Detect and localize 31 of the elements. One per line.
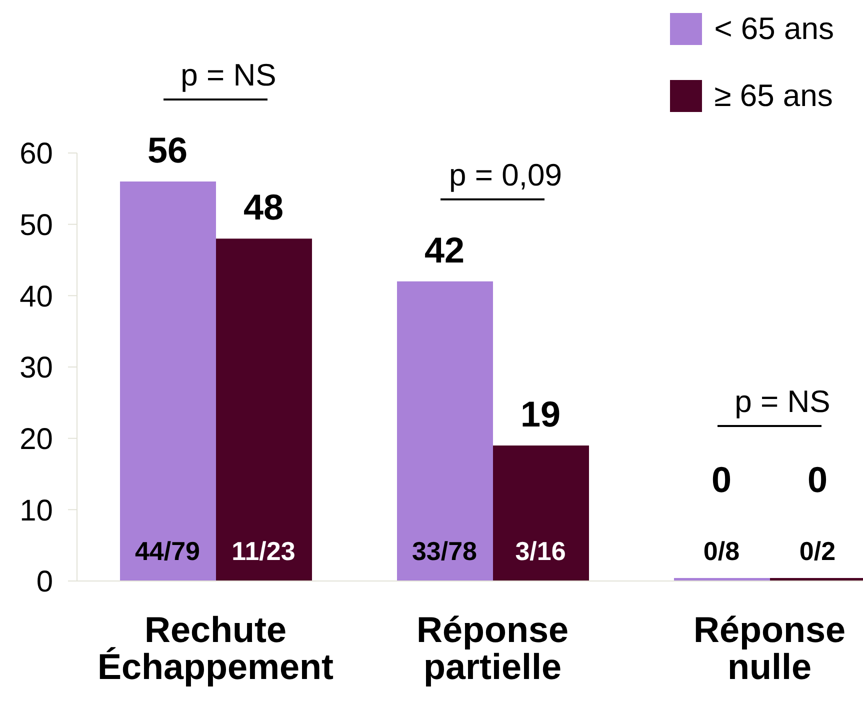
annotation: 33/78: [412, 536, 478, 566]
y-tick-label: 0: [36, 566, 53, 599]
legend-label: < 65 ans: [714, 11, 834, 46]
annotation: p = 0,09: [449, 157, 562, 192]
data-label: 48: [243, 186, 284, 228]
bar: [216, 238, 312, 581]
annotation: 44/79: [134, 536, 200, 566]
bar: [397, 281, 493, 581]
y-tick-label: 20: [20, 422, 53, 456]
x-tick-label: Rechute Échappement: [97, 609, 334, 687]
y-tick-label: 10: [20, 494, 53, 528]
bar: [120, 182, 216, 581]
text: p = NS: [180, 58, 276, 93]
x-tick-label: Réponse nulle: [693, 609, 846, 687]
y-tick-label: 40: [20, 280, 53, 314]
x-tick-label: Réponse partielle: [416, 609, 569, 687]
annotation: 0/2: [799, 536, 836, 566]
data-label: 42: [424, 229, 465, 270]
annotation: 11/23: [232, 536, 296, 566]
data-label: 0: [807, 459, 828, 500]
bar: [493, 445, 589, 581]
y-tick-label: 60: [20, 138, 53, 171]
annotation: 3/16: [515, 536, 566, 566]
y-tick-label: 30: [20, 352, 53, 385]
legend-label: ≥ 65 ans: [714, 78, 833, 113]
annotation: 0/8: [703, 536, 740, 566]
annotation: p = NS: [734, 384, 830, 419]
data-label: 19: [520, 393, 561, 434]
y-tick-label: 50: [20, 208, 53, 242]
data-label: 0: [711, 459, 732, 500]
data-label: 56: [147, 130, 188, 171]
